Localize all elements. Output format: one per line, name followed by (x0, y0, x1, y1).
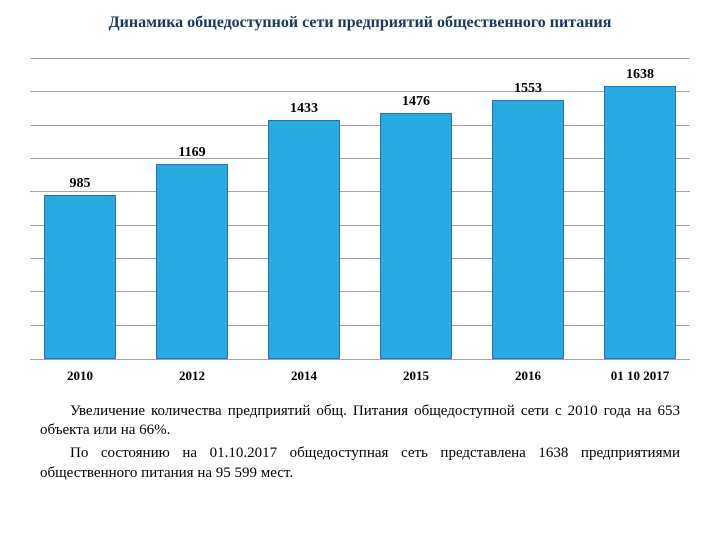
bar-value-label: 1433 (269, 101, 339, 117)
bar: 985 (44, 195, 116, 359)
slide: Динамика общедоступной сети предприятий … (0, 0, 720, 540)
bar-value-label: 1169 (157, 145, 227, 161)
caption-paragraph: По состоянию на 01.10.2017 общедоступная… (40, 444, 680, 482)
x-label: 2015 (380, 368, 452, 384)
x-label: 01 10 2017 (604, 368, 676, 384)
caption-paragraph: Увеличение количества предприятий общ. П… (40, 402, 680, 440)
bar: 1638 (604, 86, 676, 359)
bar: 1433 (268, 120, 340, 359)
gridline (30, 91, 690, 92)
gridline (30, 291, 690, 292)
gridline (30, 325, 690, 326)
gridline (30, 225, 690, 226)
bar: 1553 (492, 100, 564, 359)
gridline (30, 258, 690, 259)
x-label: 2016 (492, 368, 564, 384)
x-label: 2012 (156, 368, 228, 384)
bar-value-label: 985 (45, 176, 115, 192)
gridline (30, 125, 690, 126)
x-label: 2010 (44, 368, 116, 384)
bar-value-label: 1553 (493, 81, 563, 97)
bar: 1169 (156, 164, 228, 359)
gridline (30, 191, 690, 192)
gridline (30, 58, 690, 59)
bar-value-label: 1638 (605, 67, 675, 83)
bar: 1476 (380, 113, 452, 359)
slide-title: Динамика общедоступной сети предприятий … (20, 14, 700, 32)
caption: Увеличение количества предприятий общ. П… (40, 402, 680, 483)
bar-chart: 985 1169 1433 1476 1553 1638 2010 2012 2014 2015… (30, 44, 690, 384)
plot-area: 985 1169 1433 1476 1553 1638 (30, 59, 690, 360)
x-label: 2014 (268, 368, 340, 384)
bar-value-label: 1476 (381, 94, 451, 110)
gridline (30, 158, 690, 159)
